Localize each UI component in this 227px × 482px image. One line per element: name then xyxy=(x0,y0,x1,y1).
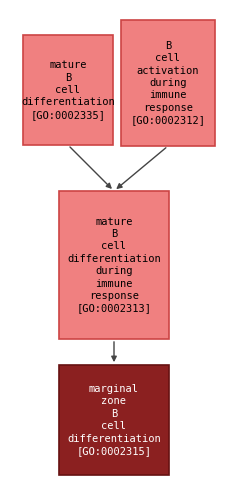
FancyBboxPatch shape xyxy=(121,20,214,146)
Text: B
cell
activation
during
immune
response
[GO:0002312]: B cell activation during immune response… xyxy=(130,41,205,125)
Text: mature
B
cell
differentiation
during
immune
response
[GO:0002313]: mature B cell differentiation during imm… xyxy=(67,216,160,313)
FancyBboxPatch shape xyxy=(23,35,113,145)
FancyBboxPatch shape xyxy=(59,365,168,475)
FancyBboxPatch shape xyxy=(59,191,168,339)
Text: marginal
zone
B
cell
differentiation
[GO:0002315]: marginal zone B cell differentiation [GO… xyxy=(67,384,160,456)
Text: mature
B
cell
differentiation
[GO:0002335]: mature B cell differentiation [GO:000233… xyxy=(21,60,114,120)
